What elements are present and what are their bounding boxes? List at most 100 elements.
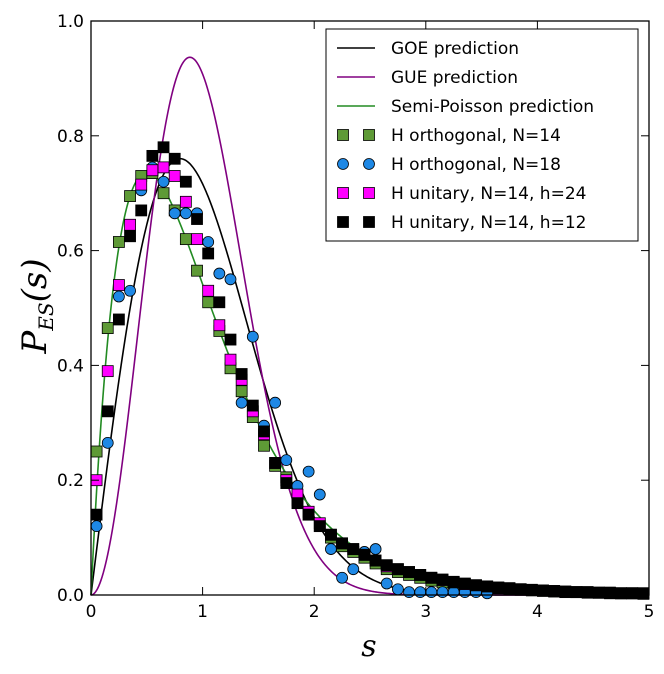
x-tick-label: 2 — [309, 602, 320, 622]
y-axis-title: PES(s) — [15, 258, 58, 354]
series-3-point — [347, 543, 360, 555]
series-1-point — [101, 436, 114, 449]
series-3-point — [168, 152, 181, 165]
series-1-point — [336, 571, 349, 584]
series-1-point — [414, 586, 427, 599]
series-3-point — [470, 579, 482, 592]
series-1-point — [246, 330, 259, 343]
series-3-point — [525, 583, 538, 596]
series-2-point — [146, 164, 159, 177]
series-2-point — [113, 279, 125, 291]
legend-label: H orthogonal, N=18 — [391, 155, 561, 175]
series-3-point — [447, 575, 460, 588]
series-2-point — [101, 365, 114, 378]
series-3-point — [615, 587, 627, 600]
y-tick-label: 1.0 — [57, 12, 84, 32]
legend-marker-swatch — [337, 158, 349, 170]
legend-label: GUE prediction — [391, 68, 518, 88]
series-1-point — [447, 586, 460, 599]
legend-label: H unitary, N=14, h=12 — [391, 213, 586, 233]
series-1-point — [347, 563, 360, 576]
legend-label: H unitary, N=14, h=24 — [391, 184, 586, 204]
series-1-point — [369, 543, 382, 555]
series-3-point — [626, 587, 639, 600]
series-3-point — [358, 548, 371, 561]
series-3-point — [235, 368, 248, 380]
series-3-point — [213, 296, 226, 309]
series-2-point — [202, 284, 215, 297]
series-3-point — [403, 566, 415, 578]
x-tick-label: 0 — [86, 602, 97, 622]
x-tick-label: 3 — [420, 602, 431, 622]
series-2-point — [179, 195, 192, 208]
plot-frame — [90, 20, 650, 596]
legend-marker-swatch — [337, 216, 349, 228]
series-1-point — [269, 396, 282, 409]
series-3-point — [481, 580, 494, 593]
series-1-point — [168, 207, 181, 220]
series-0-point — [202, 296, 215, 309]
series-1-point — [380, 577, 393, 590]
series-3-point — [592, 586, 605, 599]
series-3-point — [291, 497, 304, 510]
y-tick-label: 0.4 — [57, 356, 84, 376]
series-1-point — [179, 207, 192, 220]
series-3-point — [458, 577, 471, 590]
series-1-point — [403, 586, 415, 599]
series-1-point — [90, 520, 103, 533]
series-1-point — [391, 583, 404, 596]
series-3-point — [492, 581, 505, 594]
legend-marker-swatch — [363, 216, 375, 228]
y-axis-title-subscript: ES — [34, 302, 58, 331]
series-1-point — [202, 236, 215, 248]
series-3-point — [380, 559, 393, 572]
legend-marker-swatch — [337, 129, 349, 141]
series-1-point — [425, 586, 438, 599]
series-2-point — [157, 161, 170, 174]
series-3-point — [90, 508, 103, 521]
series-3-point — [313, 520, 326, 533]
series-2-point — [191, 233, 203, 246]
legend-label: H orthogonal, N=14 — [391, 126, 561, 146]
x-tick-label: 1 — [197, 602, 208, 622]
legend-label: Semi-Poisson prediction — [391, 97, 594, 117]
series-3-point — [179, 175, 192, 188]
series-3-point — [637, 587, 650, 600]
series-1-point — [224, 273, 237, 286]
series-3-point — [302, 508, 315, 521]
series-3-point — [124, 230, 136, 243]
series-3-point — [101, 405, 114, 418]
series-3-point — [246, 399, 259, 412]
series-3-point — [157, 141, 170, 154]
series-0-point — [235, 385, 248, 398]
axis-ticks — [90, 20, 650, 596]
x-axis-title: s — [361, 629, 376, 664]
series-3-point — [425, 571, 438, 584]
series-1-point — [280, 454, 293, 467]
series-0-point — [124, 190, 136, 202]
series-0-point — [258, 439, 270, 452]
series-3-point — [258, 425, 270, 438]
x-tick-label: 5 — [644, 602, 655, 622]
legend-label: GOE prediction — [391, 39, 519, 59]
series-3-point — [269, 457, 282, 469]
series-0-point — [179, 233, 192, 246]
series-3-point — [391, 563, 404, 576]
y-tick-label: 0.6 — [57, 242, 84, 262]
series-3-point — [191, 213, 203, 225]
legend-box — [325, 28, 639, 242]
series-1-point — [124, 284, 136, 297]
y-tick-label: 0.8 — [57, 127, 84, 147]
series-3-point — [369, 554, 382, 567]
legend: GOE prediction GUE prediction Semi-Poisson… — [325, 28, 639, 242]
series-3-point — [202, 247, 215, 260]
axis-tick-labels: 0 1 2 3 4 5 0.0 0.2 0.4 0.6 0.8 1.0 — [57, 12, 654, 622]
series-0-point — [113, 236, 125, 248]
legend-marker-swatch — [337, 187, 349, 199]
series-3-point — [325, 528, 337, 541]
series-3-point — [514, 583, 527, 596]
series-2-point — [213, 319, 226, 332]
series-3-point — [537, 584, 549, 597]
y-axis-title-argument: (s) — [15, 258, 55, 302]
series-3-point — [581, 586, 594, 599]
